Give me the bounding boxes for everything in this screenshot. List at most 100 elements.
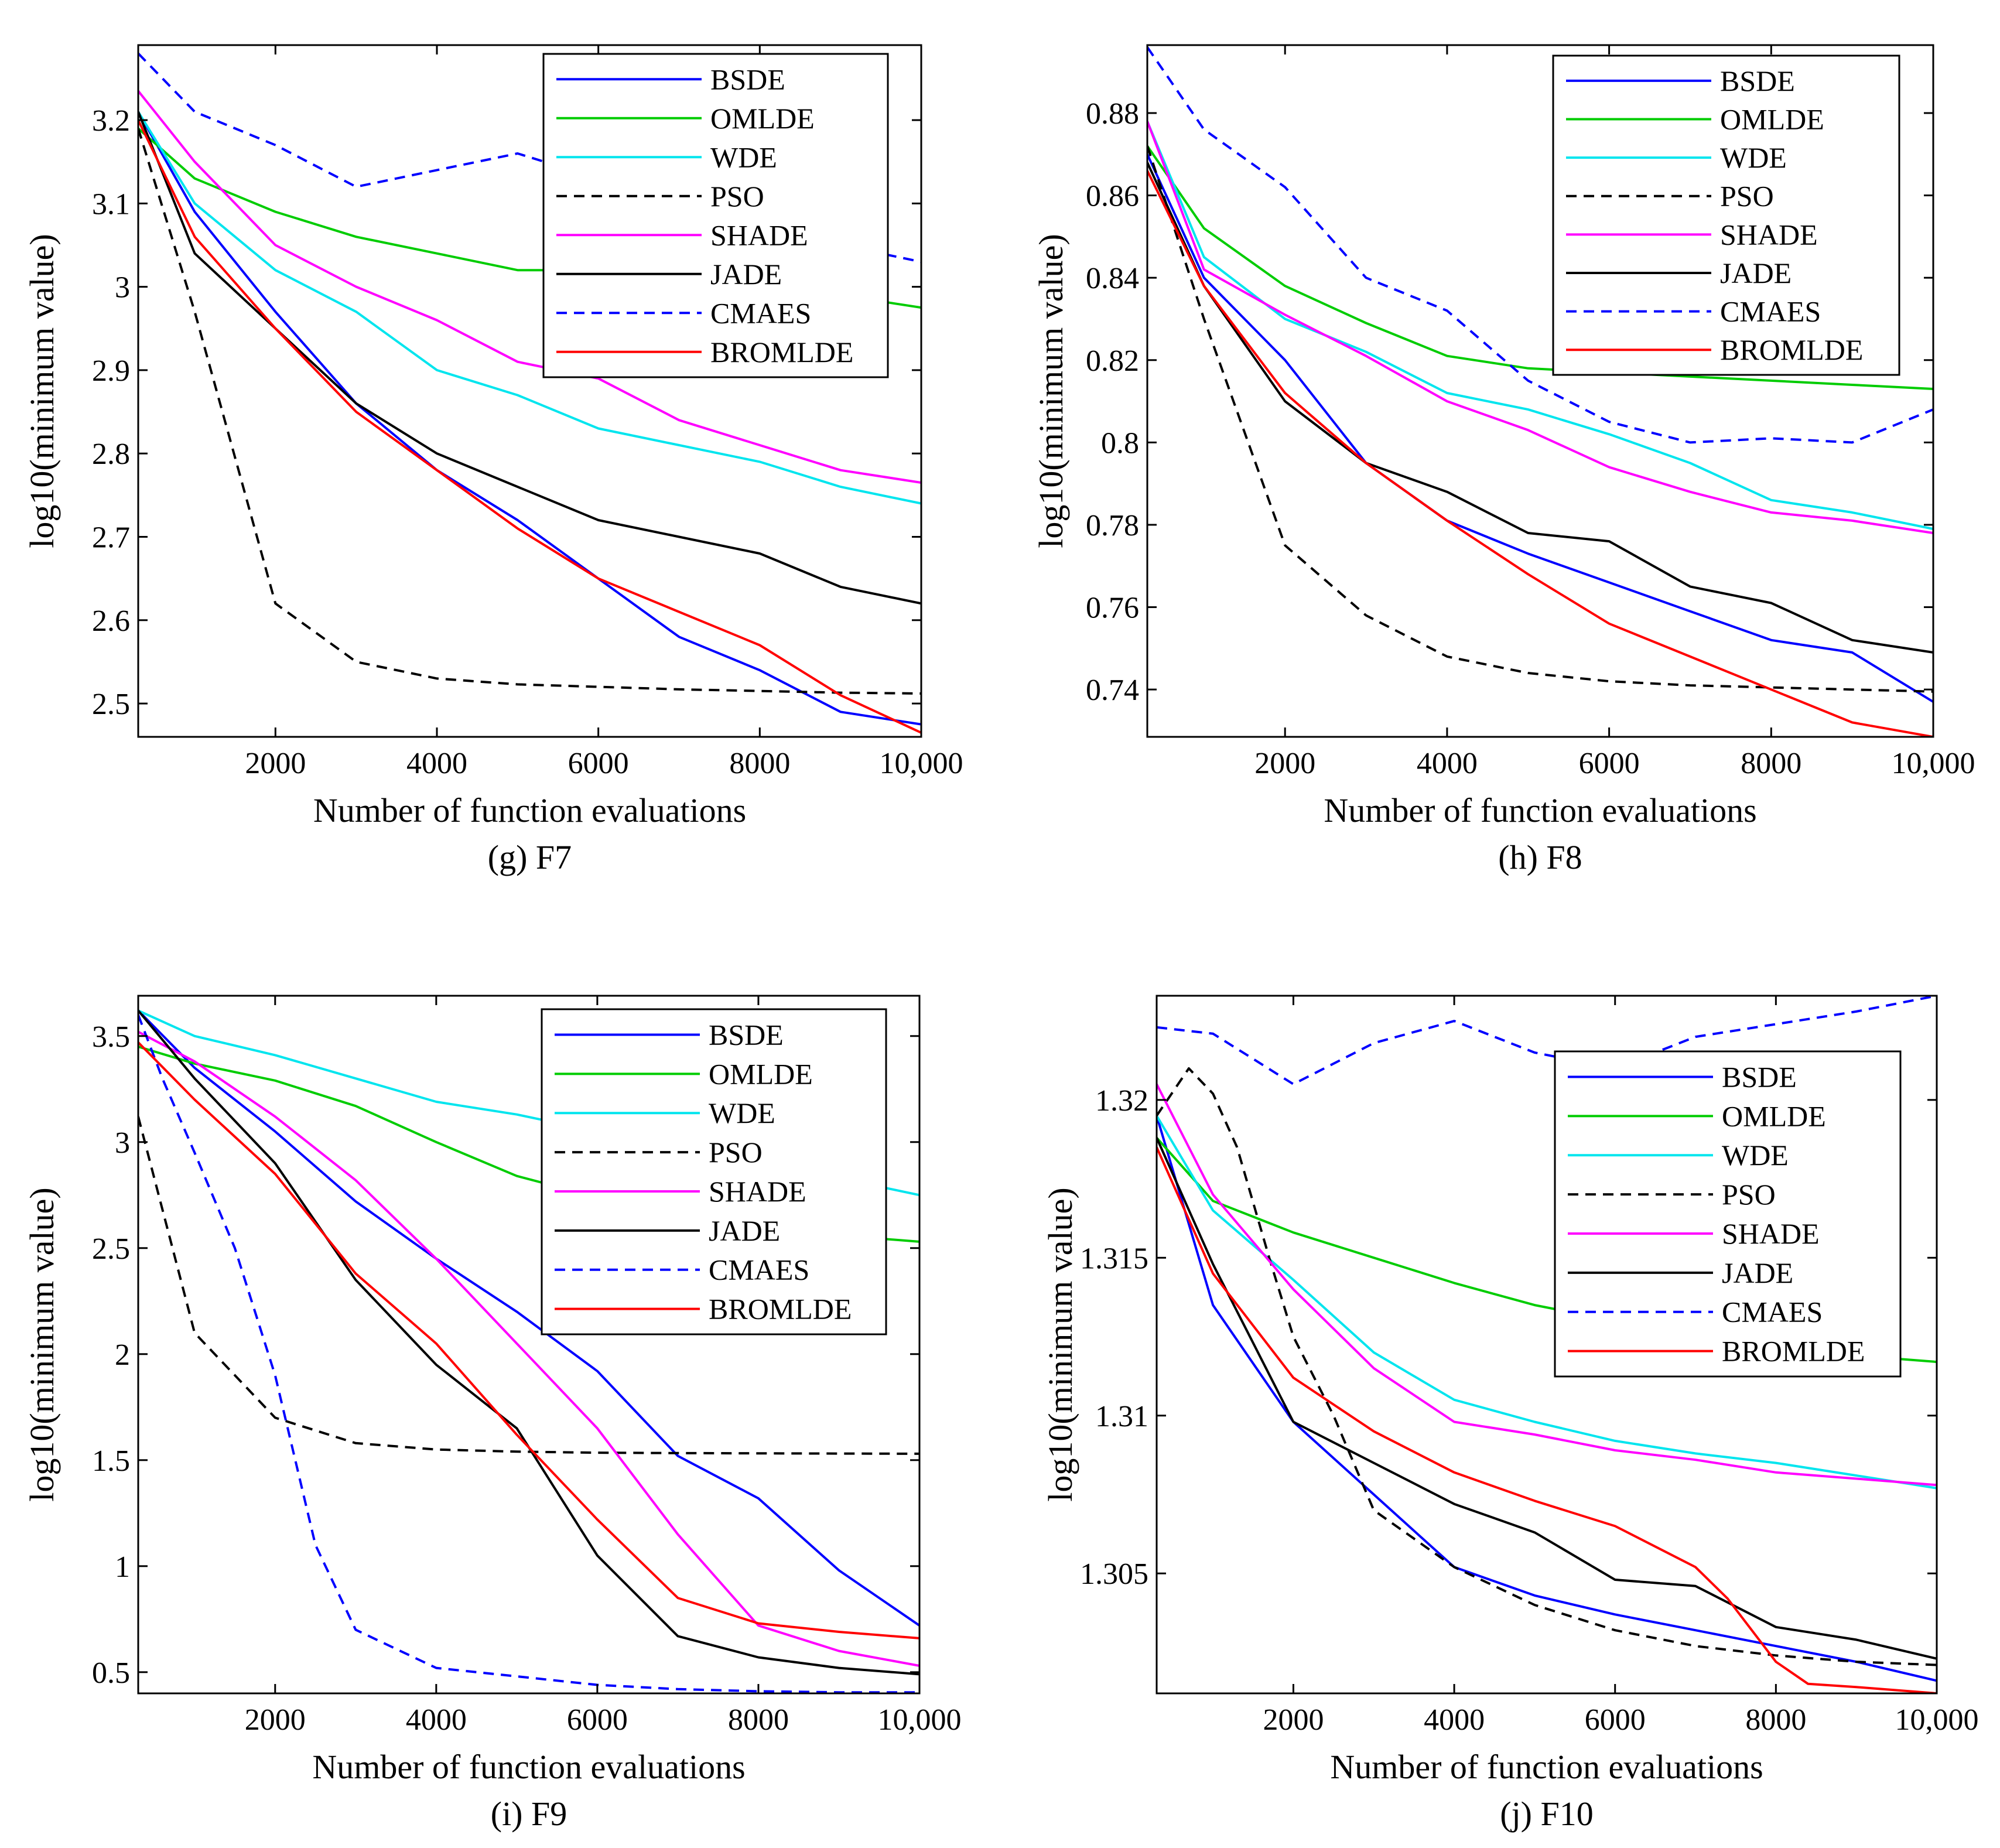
legend: BSDE OMLDE WDE PSO SHADE JADE CMAES BROMLDE bbox=[1552, 54, 1900, 376]
x-tick-label: 8000 bbox=[1745, 1703, 1806, 1737]
y-tick-label: 0.76 bbox=[1086, 592, 1139, 625]
legend-label-shade: SHADE bbox=[709, 1175, 806, 1208]
series-line-bromlde bbox=[138, 119, 921, 734]
x-tick-label: 6000 bbox=[568, 747, 629, 780]
x-tick-label: 10,000 bbox=[1892, 747, 1975, 780]
series-line-bsde bbox=[1157, 1115, 1937, 1682]
y-tick-label: 0.5 bbox=[92, 1656, 130, 1690]
legend: BSDE OMLDE WDE PSO SHADE JADE CMAES BROMLDE bbox=[542, 53, 889, 378]
x-tick-label: 10,000 bbox=[880, 747, 963, 780]
x-axis-label: Number of function evaluations bbox=[1324, 791, 1756, 829]
series-group bbox=[138, 52, 921, 734]
series-line-shade bbox=[138, 1030, 919, 1667]
y-tick-label: 2.7 bbox=[92, 521, 130, 555]
x-tick-label: 2000 bbox=[1254, 747, 1315, 780]
legend-label-omlde: OMLDE bbox=[709, 1057, 813, 1090]
series-line-cmaes bbox=[138, 1014, 919, 1693]
x-axis-label: Number of function evaluations bbox=[312, 1748, 745, 1786]
legend-label-jade: JADE bbox=[1720, 257, 1792, 289]
y-tick-label: 1 bbox=[115, 1550, 130, 1584]
legend-label-jade: JADE bbox=[709, 1214, 780, 1247]
y-tick-label: 1.32 bbox=[1095, 1084, 1148, 1118]
series-line-wde bbox=[138, 111, 921, 505]
series-line-pso bbox=[1147, 145, 1933, 693]
y-tick-label: 3.1 bbox=[92, 187, 130, 221]
chart-panel-3: 2000 4000 6000 8000 10,000 1.305 1.31 1.315 1.32… bbox=[1041, 995, 1979, 1833]
legend-label-bromlde: BROMLDE bbox=[1722, 1335, 1865, 1368]
y-tick-label: 1.315 bbox=[1080, 1242, 1148, 1275]
legend: BSDE OMLDE WDE PSO SHADE JADE CMAES BROMLDE bbox=[1554, 1050, 1902, 1378]
legend-label-pso: PSO bbox=[709, 1136, 763, 1169]
axes-frame bbox=[1146, 44, 1934, 738]
series-line-omlde bbox=[1147, 145, 1933, 390]
legend-label-omlde: OMLDE bbox=[710, 102, 815, 135]
series-line-cmaes bbox=[1157, 996, 1937, 1085]
panel-caption: (h) F8 bbox=[1498, 838, 1582, 876]
series-line-bsde bbox=[1147, 153, 1933, 703]
x-tick-label: 4000 bbox=[406, 747, 467, 780]
legend-label-wde: WDE bbox=[710, 141, 777, 173]
legend: BSDE OMLDE WDE PSO SHADE JADE CMAES BROMLDE bbox=[541, 1008, 887, 1335]
y-tick-label: 2.9 bbox=[92, 354, 130, 388]
series-line-shade bbox=[1157, 1083, 1937, 1487]
y-tick-label: 1.305 bbox=[1080, 1557, 1148, 1591]
y-tick-label: 0.84 bbox=[1086, 262, 1139, 295]
x-axis-label: Number of function evaluations bbox=[1330, 1748, 1763, 1786]
y-tick-label: 3.5 bbox=[92, 1020, 130, 1054]
x-tick-label: 10,000 bbox=[1895, 1703, 1979, 1737]
x-tick-label: 10,000 bbox=[878, 1703, 962, 1737]
legend-label-bromlde: BROMLDE bbox=[710, 336, 853, 368]
y-tick-label: 3 bbox=[115, 271, 130, 305]
x-tick-label: 8000 bbox=[729, 747, 790, 780]
x-tick-label: 6000 bbox=[1585, 1703, 1646, 1737]
chart-panel-2: 2000 4000 6000 8000 10,000 0.5 1 1.5 2 2.5 3 3.5 Num… bbox=[23, 995, 962, 1833]
y-tick-label: 2.5 bbox=[92, 688, 130, 721]
panel-caption: (j) F10 bbox=[1500, 1795, 1594, 1833]
legend-box bbox=[1552, 54, 1900, 376]
legend-label-bsde: BSDE bbox=[1722, 1060, 1797, 1093]
legend-label-bromlde: BROMLDE bbox=[709, 1293, 852, 1326]
series-line-bromlde bbox=[1147, 170, 1933, 737]
series-line-pso bbox=[138, 128, 921, 695]
y-tick-label: 0.82 bbox=[1086, 344, 1139, 378]
series-line-bsde bbox=[138, 1009, 919, 1627]
x-tick-label: 2000 bbox=[1263, 1703, 1324, 1737]
legend-label-wde: WDE bbox=[1720, 141, 1787, 174]
y-axis-label: log10(minimum value) bbox=[23, 234, 61, 548]
x-tick-label: 2000 bbox=[245, 747, 306, 780]
axes-frame bbox=[1155, 995, 1938, 1695]
y-tick-label: 1.31 bbox=[1095, 1400, 1148, 1433]
panel-caption: (g) F7 bbox=[488, 838, 572, 876]
y-axis-label: log10(minimum value) bbox=[1032, 234, 1070, 548]
y-tick-label: 3.2 bbox=[92, 104, 130, 138]
legend-box bbox=[1554, 1050, 1902, 1378]
y-tick-label: 1.5 bbox=[92, 1444, 130, 1478]
y-tick-label: 2 bbox=[115, 1338, 130, 1372]
x-tick-label: 6000 bbox=[1579, 747, 1640, 780]
series-line-cmaes bbox=[1147, 46, 1933, 444]
series-line-jade bbox=[138, 1010, 919, 1676]
chart-panel-1: 2000 4000 6000 8000 10,000 0.74 0.76 0.78 0.8 0.8… bbox=[1032, 44, 1975, 876]
legend-label-bromlde: BROMLDE bbox=[1720, 333, 1863, 366]
legend-label-shade: SHADE bbox=[1720, 218, 1818, 251]
y-tick-label: 2.8 bbox=[92, 438, 130, 471]
y-tick-label: 0.78 bbox=[1086, 509, 1139, 542]
legend-box bbox=[542, 53, 889, 378]
legend-label-shade: SHADE bbox=[710, 218, 808, 251]
series-line-shade bbox=[138, 90, 921, 484]
x-tick-label: 4000 bbox=[1424, 1703, 1485, 1737]
legend-label-wde: WDE bbox=[709, 1096, 775, 1129]
chart-panel-0: 2000 4000 6000 8000 10,000 2.5 2.6 2.7 2.8 2.9 3 3.… bbox=[23, 44, 963, 876]
axes-frame bbox=[137, 995, 921, 1695]
legend-label-cmaes: CMAES bbox=[709, 1253, 809, 1286]
series-line-pso bbox=[138, 1116, 919, 1455]
legend-box bbox=[541, 1008, 887, 1335]
legend-label-cmaes: CMAES bbox=[1720, 295, 1821, 328]
legend-label-omlde: OMLDE bbox=[1720, 103, 1824, 135]
x-axis-label: Number of function evaluations bbox=[313, 791, 746, 829]
series-line-bsde bbox=[138, 111, 921, 726]
legend-label-pso: PSO bbox=[1722, 1178, 1776, 1211]
series-line-pso bbox=[1157, 1067, 1937, 1666]
legend-label-cmaes: CMAES bbox=[1722, 1296, 1823, 1328]
